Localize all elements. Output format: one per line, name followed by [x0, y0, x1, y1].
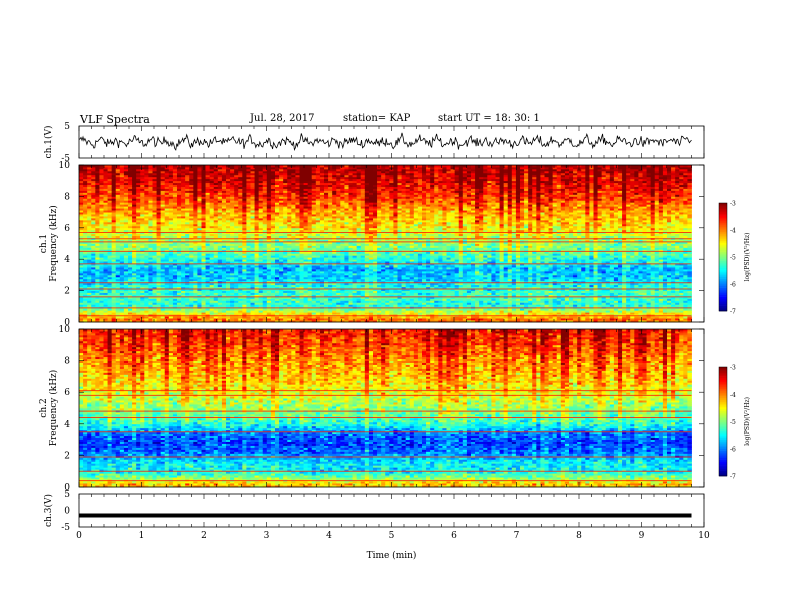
ch1-spectrogram-cells: [79, 165, 692, 322]
y-axis-label-line: ch.1(V): [43, 126, 54, 159]
ch1-waveform-line: [79, 133, 692, 150]
y-tick-label: 5: [64, 122, 70, 132]
ch1-waveform-ylabel: ch.1(V): [43, 126, 54, 159]
figure: 5-5ch.1(V)0246810ch.1 Frequency (kHz)-3-4…: [0, 0, 792, 612]
